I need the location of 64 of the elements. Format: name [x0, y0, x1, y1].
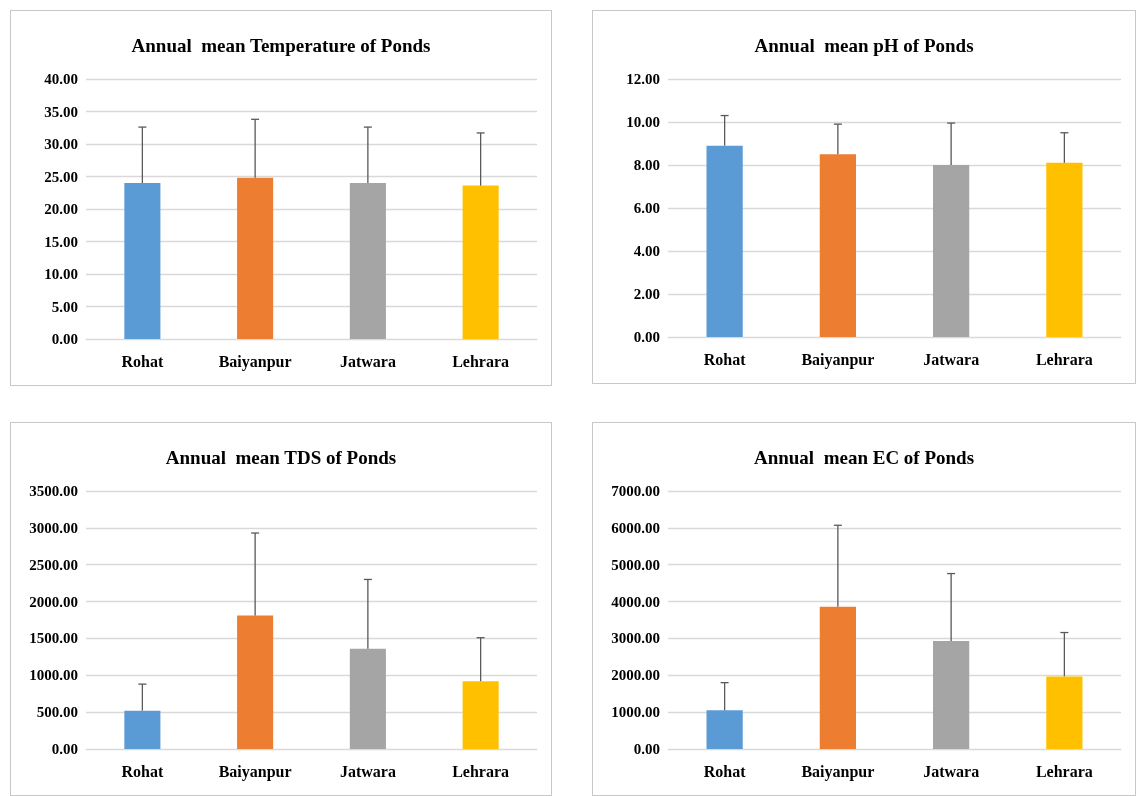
y-tick-label: 1500.00: [29, 630, 78, 647]
x-tick-label: Baiyanpur: [218, 762, 292, 781]
y-tick-label: 10.00: [44, 266, 78, 282]
y-tick-label: 30.00: [44, 136, 78, 152]
chart-title: Annual mean Temperature of Ponds: [131, 35, 431, 56]
y-tick-label: 5000.00: [611, 556, 660, 573]
x-tick-label: Lehrara: [1035, 762, 1093, 780]
x-tick-label: Jatwara: [339, 352, 396, 370]
x-tick-label: Lehrara: [1035, 350, 1093, 368]
x-tick-label: Rohat: [121, 352, 164, 370]
x-tick-label: Lehrara: [452, 352, 510, 370]
x-tick-label: Jatwara: [339, 762, 396, 780]
chart-title: Annual mean TDS of Ponds: [165, 447, 397, 468]
x-tick-label: Baiyanpur: [218, 352, 292, 371]
bar: [933, 165, 970, 337]
y-tick-label: 25.00: [44, 168, 78, 185]
y-tick-label: 3500.00: [29, 483, 78, 499]
y-tick-label: 0.00: [633, 741, 660, 757]
x-tick-label: Rohat: [703, 350, 747, 368]
y-tick-label: 1000.00: [29, 667, 78, 684]
y-tick-label: 6000.00: [611, 519, 660, 536]
y-tick-label: 2000.00: [29, 593, 78, 610]
x-tick-label: Jatwara: [923, 762, 980, 780]
y-tick-label: 2500.00: [29, 556, 78, 573]
x-tick-label: Rohat: [703, 762, 747, 780]
y-tick-label: 8.00: [633, 157, 660, 173]
y-tick-label: 15.00: [44, 233, 78, 250]
bar: [349, 648, 386, 749]
x-tick-label: Lehrara: [452, 762, 510, 780]
y-tick-label: 4000.00: [611, 593, 660, 610]
y-tick-label: 3000.00: [611, 630, 660, 647]
y-tick-label: 7000.00: [611, 483, 660, 499]
y-tick-label: 0.00: [51, 741, 78, 757]
chart-title: Annual mean EC of Ponds: [753, 447, 975, 468]
y-tick-label: 2.00: [633, 286, 660, 302]
y-tick-label: 3000.00: [29, 519, 78, 536]
y-tick-label: 10.00: [626, 114, 660, 130]
bar: [706, 145, 743, 337]
x-tick-label: Jatwara: [923, 350, 980, 368]
bar: [1046, 676, 1083, 749]
x-tick-label: Rohat: [121, 762, 164, 780]
x-tick-label: Baiyanpur: [801, 762, 875, 781]
bar: [237, 615, 274, 749]
y-tick-label: 5.00: [51, 298, 78, 315]
y-tick-label: 0.00: [51, 331, 78, 347]
y-tick-label: 20.00: [44, 201, 78, 217]
bar: [819, 606, 856, 749]
bar: [819, 154, 856, 337]
y-tick-label: 12.00: [626, 71, 660, 87]
bar: [933, 641, 970, 749]
y-tick-label: 6.00: [633, 200, 660, 216]
bar: [124, 710, 161, 749]
y-tick-label: 40.00: [44, 71, 78, 87]
bar: [1046, 162, 1083, 337]
y-tick-label: 2000.00: [611, 667, 660, 684]
bar: [462, 681, 499, 749]
y-tick-label: 35.00: [44, 103, 78, 120]
y-tick-label: 0.00: [633, 329, 660, 345]
bar: [706, 710, 743, 749]
x-tick-label: Baiyanpur: [801, 350, 875, 369]
chart-title: Annual mean pH of Ponds: [754, 35, 974, 56]
y-tick-label: 500.00: [36, 704, 78, 721]
y-tick-label: 4.00: [633, 243, 660, 259]
y-tick-label: 1000.00: [611, 704, 660, 721]
